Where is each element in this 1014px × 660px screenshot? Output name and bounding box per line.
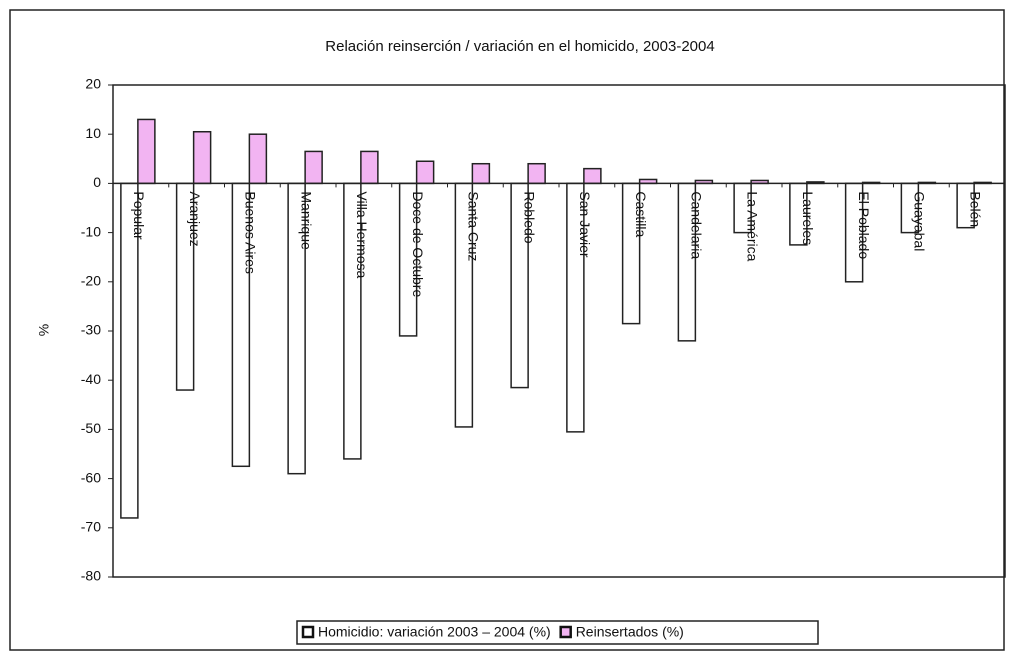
bar	[527, 162, 546, 185]
y-tick-label: 20	[85, 76, 101, 92]
legend-label: Reinsertados (%)	[576, 624, 684, 640]
y-tick-label: -20	[81, 273, 101, 289]
bar	[583, 167, 602, 185]
x-tick-label: Belén	[967, 191, 983, 227]
y-tick-label: -30	[81, 322, 101, 338]
bar	[360, 150, 379, 185]
x-tick-label: El Poblado	[856, 191, 872, 259]
y-tick-label: -60	[81, 469, 101, 485]
chart-border	[9, 9, 1005, 651]
y-tick-label: 0	[93, 174, 101, 190]
x-tick-label: Manrique	[298, 191, 314, 250]
legend-label: Homicidio: variación 2003 – 2004 (%)	[318, 624, 551, 640]
x-tick-label: Candelaria	[689, 191, 705, 259]
x-tick-label: San Javier	[577, 191, 593, 257]
bar	[471, 162, 491, 185]
y-tick-label: -50	[81, 420, 101, 436]
x-tick-label: Buenos Aires	[243, 191, 259, 274]
y-tick-label: -10	[81, 223, 101, 239]
bar	[304, 150, 323, 185]
legend-swatch	[301, 625, 315, 639]
x-tick-label: Robledo	[521, 191, 537, 243]
bar	[192, 130, 212, 185]
x-tick-label: Villa Hermosa	[354, 191, 370, 278]
bar	[248, 133, 268, 185]
y-axis-label: %	[36, 324, 52, 336]
x-tick-label: La América	[744, 191, 760, 261]
x-tick-label: Popular	[131, 191, 147, 240]
x-tick-label: Laureles	[800, 191, 816, 245]
y-tick-label: -40	[81, 371, 101, 387]
x-tick-label: Guayabal	[912, 191, 928, 251]
x-tick-label: Doce de Octubre	[410, 191, 426, 297]
chart-title: Relación reinserción / variación en el h…	[325, 38, 714, 55]
legend-swatch	[559, 625, 572, 639]
y-tick-label: 10	[85, 125, 101, 141]
x-tick-label: Aranjuez	[187, 191, 203, 246]
bar	[415, 160, 435, 185]
x-tick-label: Castilla	[633, 191, 649, 237]
legend-box	[296, 620, 819, 645]
y-tick-label: -70	[81, 519, 101, 535]
y-tick-label: -80	[81, 568, 101, 584]
x-tick-label: Santa Cruz	[466, 191, 482, 261]
bar	[137, 118, 156, 185]
